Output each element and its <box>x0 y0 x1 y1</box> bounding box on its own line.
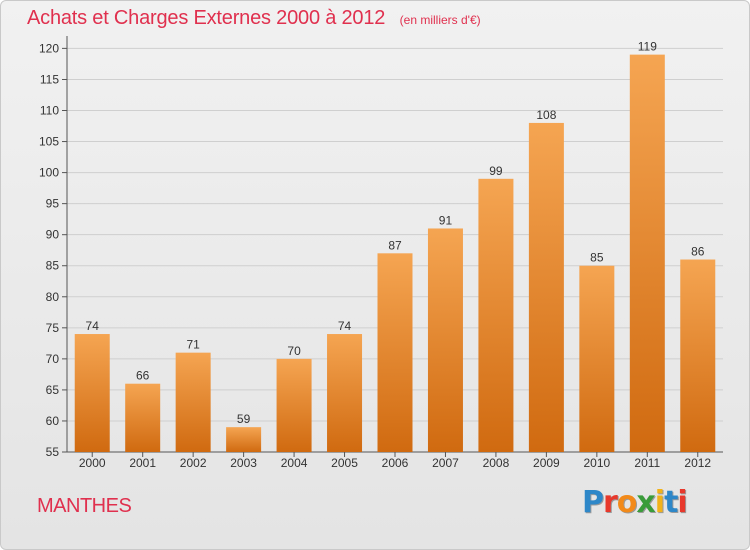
logo-letter: i <box>654 485 665 520</box>
logo-letter: o <box>616 485 638 520</box>
commune-name: MANTHES <box>37 495 132 517</box>
bar <box>276 358 312 452</box>
bar <box>226 427 262 452</box>
logo-letter: i <box>677 485 687 520</box>
bar-value-label: 91 <box>439 213 453 227</box>
bar <box>629 54 665 453</box>
logo-letter: r <box>603 485 618 520</box>
bar <box>377 253 413 452</box>
bar-value-label: 70 <box>287 344 301 358</box>
bar-value-label: 74 <box>338 319 352 333</box>
y-tick-label: 60 <box>46 414 60 428</box>
bar <box>74 334 110 452</box>
y-tick-label: 80 <box>46 290 60 304</box>
bar-value-label: 99 <box>489 164 503 178</box>
bar-value-label: 85 <box>590 251 604 265</box>
y-tick-label: 65 <box>46 383 60 397</box>
chart-unit-label: (en milliers d'€) <box>399 13 481 27</box>
y-tick-label: 115 <box>40 72 59 86</box>
bar-value-label: 87 <box>388 238 402 252</box>
x-tick-label: 2002 <box>180 456 207 470</box>
x-tick-label: 2007 <box>432 456 459 470</box>
y-tick-label: 100 <box>39 166 59 180</box>
bar <box>427 228 463 452</box>
x-tick-label: 2003 <box>230 456 257 470</box>
bar <box>125 383 161 452</box>
y-tick-label: 105 <box>39 135 59 149</box>
x-tick-label: 2008 <box>483 456 510 470</box>
y-tick-label: 90 <box>46 228 60 242</box>
bar <box>327 334 363 452</box>
x-tick-label: 2010 <box>583 456 610 470</box>
bar <box>528 122 564 452</box>
x-tick-label: 2000 <box>79 456 106 470</box>
y-tick-label: 75 <box>46 321 60 335</box>
bar-value-label: 86 <box>691 245 705 259</box>
logo-letter: P <box>582 485 604 520</box>
proxiti-logo: Proxiti <box>582 485 688 520</box>
y-tick-label: 95 <box>46 197 60 211</box>
y-tick-label: 70 <box>46 352 60 366</box>
bar-value-label: 74 <box>86 319 100 333</box>
x-tick-label: 2005 <box>331 456 358 470</box>
bar-value-label: 66 <box>136 369 150 383</box>
y-tick-label: 55 <box>46 445 60 459</box>
x-tick-label: 2006 <box>382 456 409 470</box>
bar-value-label: 71 <box>186 338 200 352</box>
x-tick-label: 2012 <box>684 456 711 470</box>
x-tick-label: 2001 <box>129 456 156 470</box>
bar-value-label: 119 <box>638 40 657 54</box>
bar-value-label: 108 <box>536 108 556 122</box>
x-tick-label: 2004 <box>281 456 308 470</box>
bar <box>680 259 716 452</box>
x-tick-label: 2009 <box>533 456 560 470</box>
bar-value-label: 59 <box>237 412 251 426</box>
logo-letter: x <box>636 485 655 520</box>
title-row: Achats et Charges Externes 2000 à 2012 (… <box>27 7 481 30</box>
x-tick-label: 2011 <box>634 456 660 470</box>
logo-letter: t <box>664 485 678 520</box>
chart-title: Achats et Charges Externes 2000 à 2012 <box>27 7 386 29</box>
bar <box>175 352 211 452</box>
y-tick-label: 85 <box>46 259 60 273</box>
y-tick-label: 110 <box>40 104 59 118</box>
bar <box>478 178 514 452</box>
bar <box>579 265 615 452</box>
y-tick-label: 120 <box>39 41 59 55</box>
